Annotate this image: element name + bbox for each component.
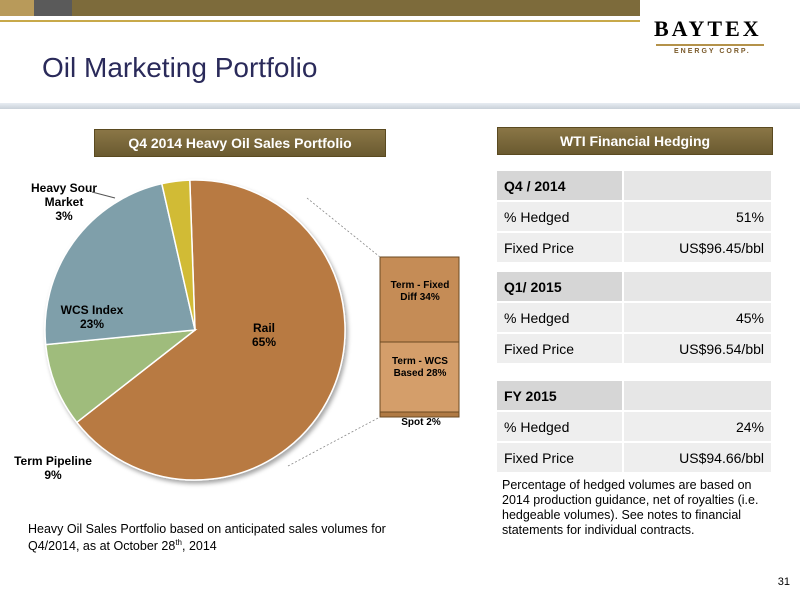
- hedging-period-blank: [622, 272, 771, 303]
- top-bar-segment-gray: [34, 0, 72, 16]
- term-pipeline-label: Term Pipeline 9%: [6, 454, 100, 482]
- term-pipeline-pct: 9%: [44, 468, 62, 482]
- hedging-period-blank: [622, 381, 771, 412]
- baytex-logo: BAYTEX ENERGY CORP.: [650, 10, 790, 70]
- hedged-value: 51%: [622, 201, 771, 233]
- price-label: Fixed Price: [497, 232, 624, 264]
- wti-hedging-header: WTI Financial Hedging: [497, 127, 773, 155]
- breakdown-segment-spot: [379, 411, 460, 418]
- sales-note-suffix: , 2014: [182, 539, 217, 554]
- rail-pct: 65%: [251, 335, 277, 349]
- top-color-bar: [0, 0, 640, 16]
- hedged-value: 45%: [622, 302, 771, 334]
- logo-rule: [656, 44, 764, 46]
- top-bar-segment-brown: [72, 0, 640, 16]
- logo-name: BAYTEX: [654, 16, 762, 41]
- page-number: 31: [777, 576, 790, 588]
- breakdown-segment-term-wcs-based: [379, 341, 460, 413]
- heavy-sour-name: Heavy Sour Market: [30, 181, 98, 209]
- hedged-value: 24%: [622, 411, 771, 443]
- pie-slices: [44, 179, 346, 481]
- hedging-note: Percentage of hedged volumes are based o…: [502, 478, 759, 537]
- sales-portfolio-note: Heavy Oil Sales Portfolio based on antic…: [28, 522, 428, 553]
- hedging-table-fy-2015: FY 2015 % Hedged 24% Fixed Price US$94.66/…: [497, 381, 771, 474]
- hedged-label: % Hedged: [497, 411, 624, 443]
- hedging-period: FY 2015: [497, 381, 624, 412]
- hedging-table-q4-2014: Q4 / 2014 % Hedged 51% Fixed Price US$96.4…: [497, 171, 771, 264]
- sales-portfolio-pie-chart: [44, 179, 460, 481]
- hedging-table-q1-2015: Q1/ 2015 % Hedged 45% Fixed Price US$96.54…: [497, 272, 771, 365]
- pie-slice-rail: [75, 179, 346, 481]
- hedging-period-blank: [622, 171, 771, 202]
- sales-note-text: Heavy Oil Sales Portfolio based on antic…: [28, 522, 386, 554]
- price-value: US$96.54/bbl: [622, 333, 771, 365]
- sales-portfolio-header: Q4 2014 Heavy Oil Sales Portfolio: [94, 129, 386, 157]
- page-title: Oil Marketing Portfolio: [42, 52, 318, 83]
- heavy-sour-label: Heavy Sour Market 3%: [24, 181, 104, 223]
- price-label: Fixed Price: [497, 442, 624, 474]
- title-divider: [0, 103, 800, 109]
- price-value: US$94.66/bbl: [622, 442, 771, 474]
- sales-note-superscript: th: [175, 538, 182, 547]
- top-bar-segment-gold: [0, 0, 34, 16]
- rail-breakdown-bar: [91, 191, 460, 467]
- rail-name: Rail: [252, 321, 275, 335]
- wcs-index-name: WCS Index: [60, 303, 124, 317]
- wcs-index-label: WCS Index 23%: [42, 303, 142, 331]
- hedged-label: % Hedged: [497, 201, 624, 233]
- heavy-sour-leader-line: [91, 191, 116, 199]
- logo-tagline: ENERGY CORP.: [674, 48, 751, 55]
- term-fixed-diff-label: Term - Fixed Diff 34%: [390, 280, 450, 303]
- term-wcs-label: Term - WCS Based 28%: [392, 356, 448, 379]
- heavy-sour-pct: 3%: [55, 209, 73, 223]
- hedged-label: % Hedged: [497, 302, 624, 334]
- wcs-index-pct: 23%: [79, 317, 105, 331]
- header-gold-line: [0, 20, 640, 22]
- price-value: US$96.45/bbl: [622, 232, 771, 264]
- pie-slice-term-pipeline: [44, 329, 198, 424]
- spot-label: Spot 2%: [401, 417, 441, 428]
- connector-line-bottom: [287, 416, 381, 467]
- pie-slice-wcs-index: [44, 182, 196, 346]
- hedging-period: Q4 / 2014: [497, 171, 624, 202]
- rail-label: Rail 65%: [234, 321, 294, 349]
- pie-slice-heavy-sour-market: [160, 179, 196, 331]
- price-label: Fixed Price: [497, 333, 624, 365]
- term-pipeline-name: Term Pipeline: [14, 454, 92, 468]
- hedging-period: Q1/ 2015: [497, 272, 624, 303]
